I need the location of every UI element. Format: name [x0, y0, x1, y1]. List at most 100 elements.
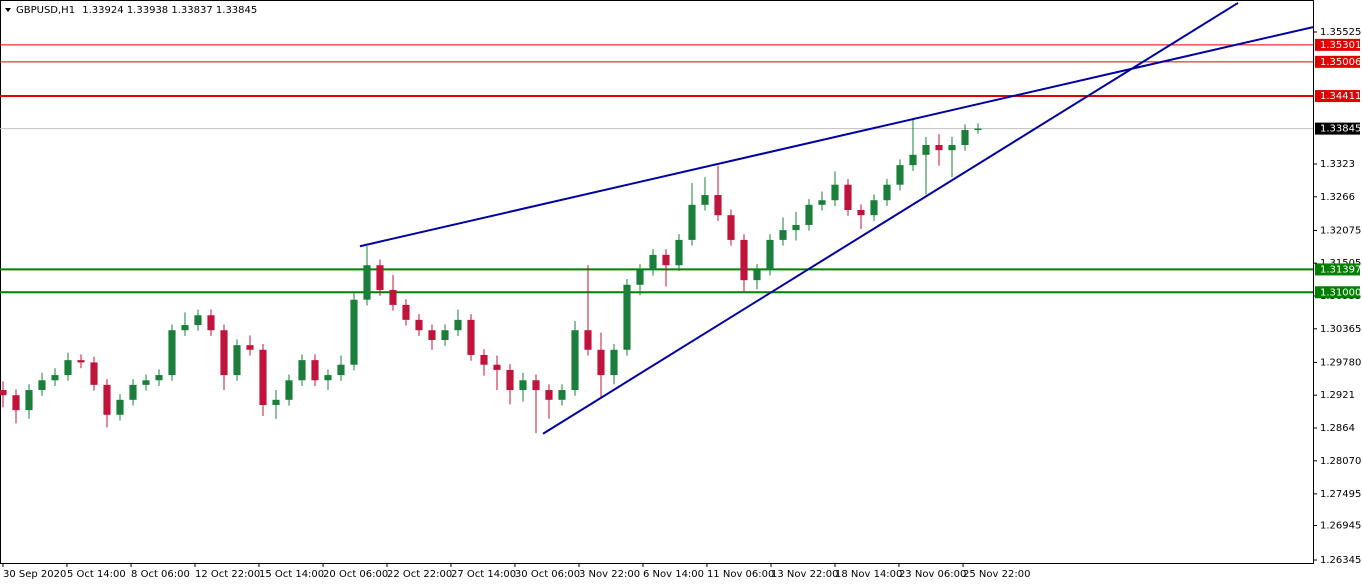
candle-body — [103, 384, 111, 415]
x-tick-label: 15 Oct 14:00 — [259, 569, 324, 580]
candle-body — [961, 130, 969, 146]
price-level-box — [1315, 263, 1360, 276]
candle-body — [64, 360, 72, 376]
candle-body — [532, 380, 540, 391]
candle-body — [12, 395, 20, 411]
candle-body — [649, 254, 657, 270]
candle-body — [493, 364, 501, 370]
candle-body — [467, 319, 475, 355]
x-tick-label: 18 Nov 14:00 — [835, 569, 902, 580]
x-tick-label: 27 Oct 14:00 — [451, 569, 516, 580]
y-tick-label: 1.28070 — [1320, 456, 1361, 467]
x-tick-label: 6 Nov 14:00 — [643, 569, 704, 580]
candle-body — [519, 380, 527, 391]
y-tick-label: 1.26945 — [1320, 520, 1361, 531]
candle-body — [948, 145, 956, 151]
candle-body — [350, 299, 358, 365]
candle-body — [324, 375, 332, 381]
trendline — [359, 26, 1314, 248]
candle-body — [389, 289, 397, 305]
x-tick-label: 23 Nov 06:00 — [899, 569, 966, 580]
x-tick-label: 25 Nov 22:00 — [963, 569, 1030, 580]
quote-close: 1.33845 — [216, 5, 257, 16]
candle-body — [168, 330, 176, 376]
candle-body — [688, 204, 696, 240]
candle-body — [376, 265, 384, 290]
candle-body — [480, 354, 488, 365]
candle-body — [415, 319, 423, 331]
candle-body — [714, 195, 722, 216]
quote-open: 1.33924 — [82, 5, 123, 16]
price-level-label: 1.33845 — [1320, 124, 1361, 135]
x-tick-label: 5 Oct 14:00 — [67, 569, 126, 580]
x-tick-label: 30 Sep 2020 — [3, 569, 66, 580]
candle-body — [194, 315, 202, 326]
candle-body — [25, 390, 33, 411]
x-tick-label: 13 Nov 22:00 — [771, 569, 838, 580]
candle-body — [558, 390, 566, 400]
y-tick-label: 1.2921 — [1320, 390, 1355, 401]
candle-body — [441, 330, 449, 340]
candle-body — [298, 360, 306, 381]
y-tick-label: 1.26345 — [1320, 555, 1361, 566]
candle-body — [545, 390, 553, 400]
price-level-label: 1.35006 — [1320, 57, 1361, 68]
candle-body — [402, 304, 410, 320]
x-tick-label: 30 Oct 06:00 — [515, 569, 580, 580]
candle-body — [337, 364, 345, 376]
candle-body — [831, 184, 839, 201]
y-tick-label: 1.3266 — [1320, 192, 1355, 203]
candle-body — [220, 330, 228, 376]
price-level-box — [1315, 38, 1360, 51]
quote-low: 1.33837 — [171, 5, 212, 16]
candle-body — [571, 330, 579, 391]
candle-body — [77, 360, 85, 363]
candle-body — [792, 224, 800, 231]
candle-body — [675, 239, 683, 266]
price-level-box — [1315, 90, 1360, 103]
candle-body — [922, 145, 930, 155]
candle-body — [896, 165, 904, 185]
candle-body — [597, 349, 605, 376]
x-tick-label: 22 Oct 22:00 — [387, 569, 452, 580]
candle-body — [51, 375, 59, 381]
candle-body — [246, 345, 254, 350]
price-level-box — [1315, 122, 1360, 135]
header: GBPUSD,H1 1.33924 1.33938 1.33837 1.3384… — [16, 5, 257, 16]
y-tick-label: 1.32075 — [1320, 225, 1361, 236]
candle-body — [623, 284, 631, 350]
candle-body — [766, 239, 774, 270]
menu-triangle — [5, 8, 11, 12]
price-level-box — [1315, 55, 1360, 68]
y-tick-label: 1.35525 — [1320, 27, 1361, 38]
y-tick-label: 1.30365 — [1320, 324, 1361, 335]
candle-body — [38, 380, 46, 391]
candle-body — [506, 369, 514, 391]
price-level-label: 1.34411 — [1320, 91, 1361, 102]
candle-body — [935, 145, 943, 151]
candle-body — [857, 210, 865, 216]
candle-body — [155, 375, 163, 381]
candle-body — [701, 195, 709, 205]
candle-body — [974, 128, 982, 131]
candle-body — [818, 200, 826, 205]
candle-body — [662, 254, 670, 266]
x-tick-label: 8 Oct 06:00 — [131, 569, 190, 580]
candle-body — [259, 349, 267, 405]
candle-body — [870, 200, 878, 216]
candle-body — [181, 325, 189, 331]
candle-body — [363, 265, 371, 300]
candle-body — [285, 380, 293, 400]
price-level-label: 1.31397 — [1320, 264, 1361, 275]
candle-body — [233, 345, 241, 376]
x-tick-label: 12 Oct 22:00 — [195, 569, 260, 580]
trendline — [542, 2, 1239, 435]
candle-body — [311, 360, 319, 381]
y-tick-label: 1.27495 — [1320, 489, 1361, 500]
candle-body — [740, 239, 748, 281]
x-tick-label: 20 Oct 06:00 — [323, 569, 388, 580]
candle-body — [116, 399, 124, 415]
candle-body — [584, 330, 592, 350]
quote-high: 1.33938 — [127, 5, 168, 16]
price-level-label: 1.31000 — [1320, 287, 1361, 298]
